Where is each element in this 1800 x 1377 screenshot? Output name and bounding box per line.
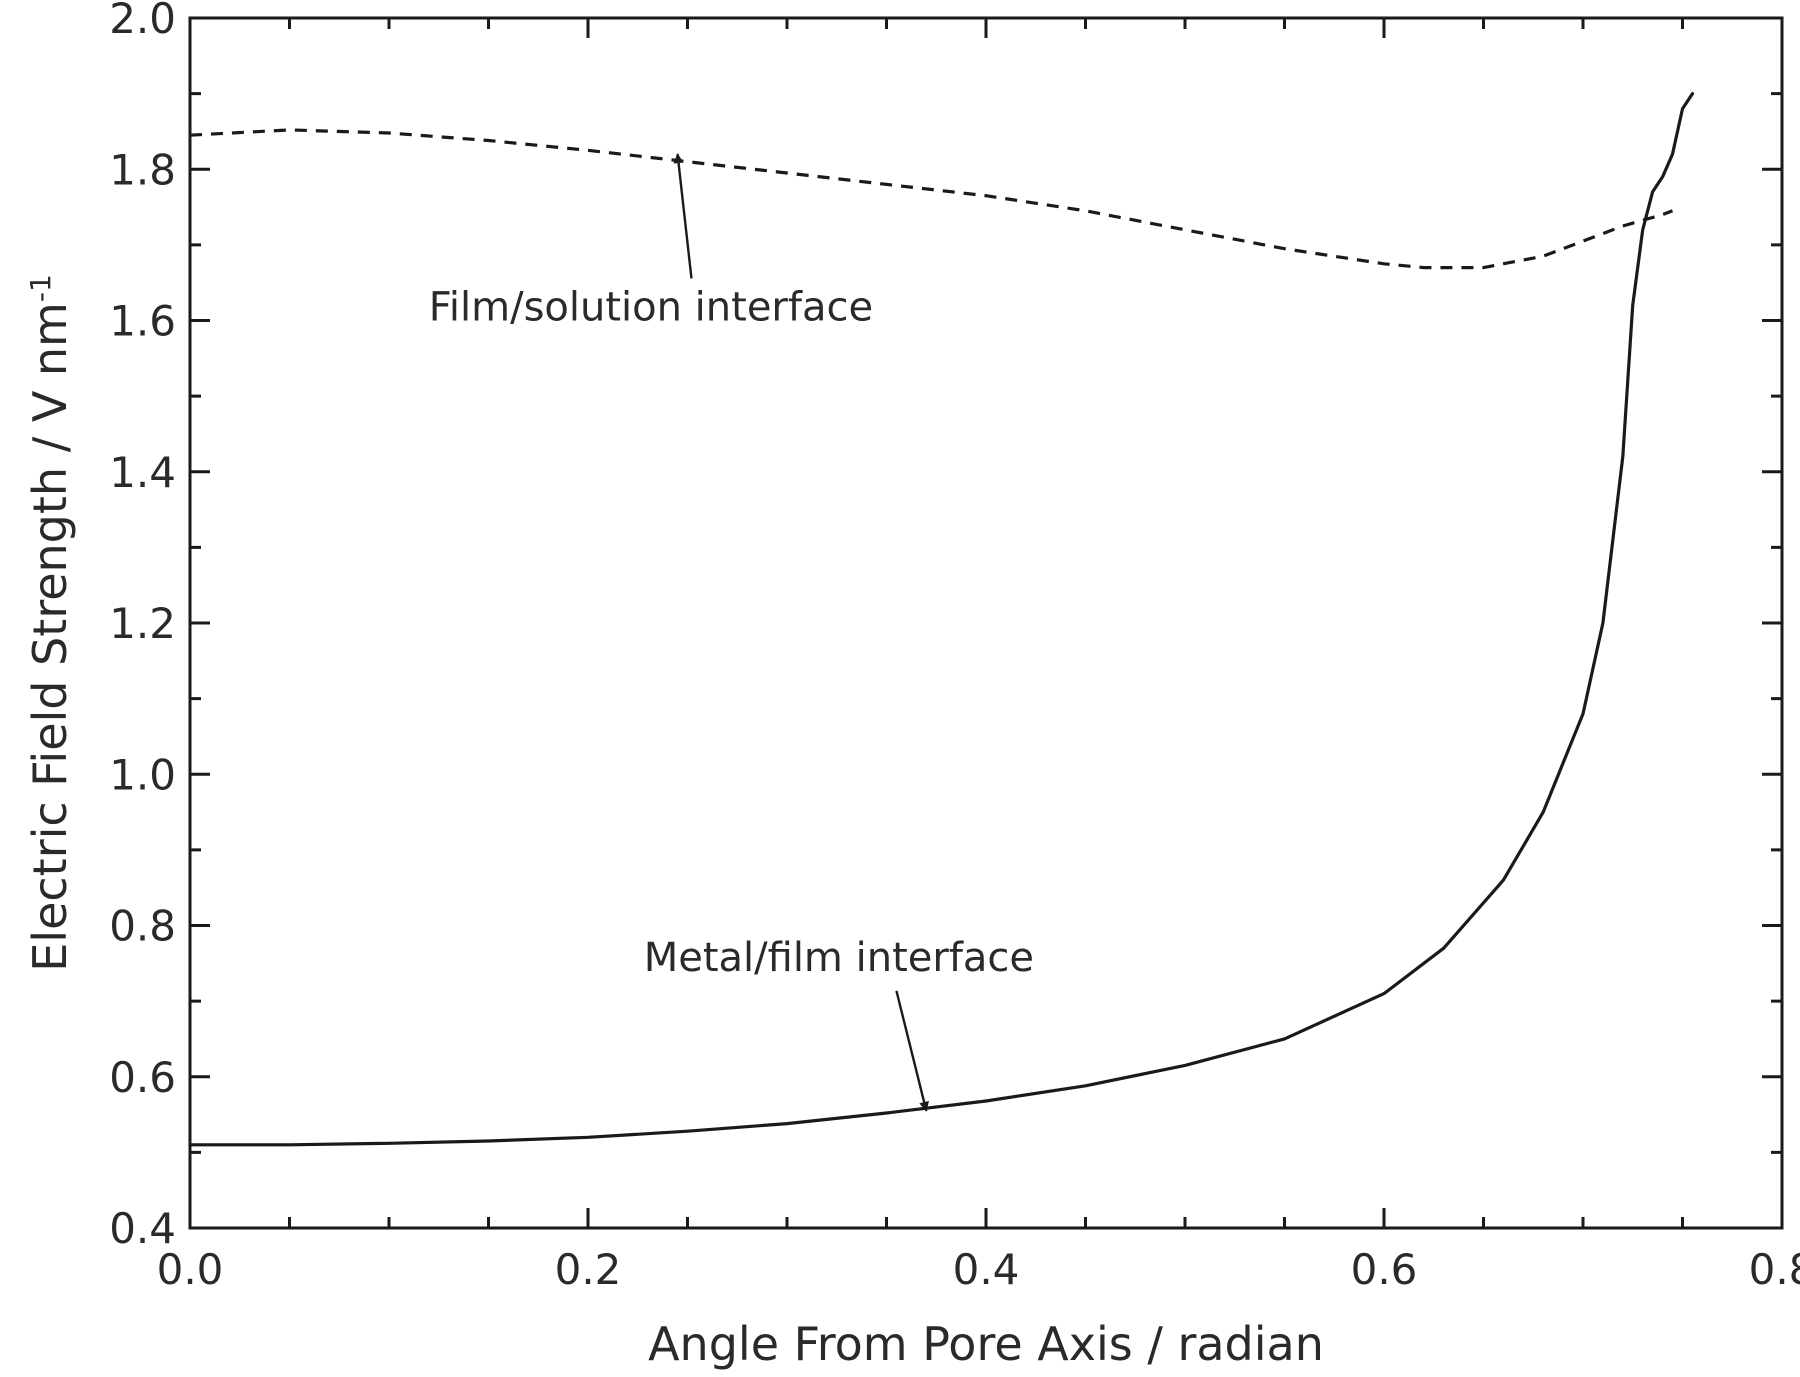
y-axis-label-main: Electric Field Strength / V nm — [23, 302, 77, 972]
series-lines — [188, 91, 1695, 1147]
y-tick-label: 1.0 — [109, 750, 176, 799]
tick-labels: 0.0 0.2 0.4 0.6 0.8 0.4 0.6 0.8 1.0 1.2 1.4 1.6 1.8 2… — [109, 0, 1800, 1294]
series-line-film-solution — [189, 128, 1674, 270]
annotation-arrow — [895, 990, 929, 1112]
plot-frame — [188, 16, 1784, 1230]
y-tick-label: 0.4 — [109, 1204, 176, 1253]
y-tick-label: 1.2 — [109, 599, 176, 648]
x-tick-label: 0.6 — [1351, 1245, 1418, 1294]
y-tick-label: 1.8 — [109, 145, 176, 194]
y-axis-label: Electric Field Strength / V nm-1 — [23, 274, 77, 972]
x-tick-label: 0.2 — [555, 1245, 622, 1294]
y-tick-label: 2.0 — [109, 0, 176, 43]
y-tick-label: 1.4 — [109, 448, 176, 497]
y-tick-label: 0.8 — [109, 902, 176, 951]
series-line-metal-film — [188, 91, 1695, 1147]
x-axis-label: Angle From Pore Axis / radian — [648, 1317, 1324, 1371]
y-tick-label: 0.6 — [109, 1053, 176, 1102]
x-tick-label: 0.4 — [953, 1245, 1020, 1294]
x-tick-label: 0.8 — [1749, 1245, 1800, 1294]
y-axis-label-superscript: -1 — [24, 274, 57, 302]
annotation-label: Metal/film interface — [644, 935, 1034, 981]
y-tick-label: 1.6 — [109, 297, 176, 346]
annotation-label: Film/solution interface — [429, 285, 873, 331]
axis-ticks — [188, 16, 1784, 1230]
annotations: Film/solution interface Metal/film interf… — [429, 153, 1034, 1112]
x-tick-label: 0.0 — [157, 1245, 224, 1294]
annotation-arrow — [673, 153, 693, 279]
